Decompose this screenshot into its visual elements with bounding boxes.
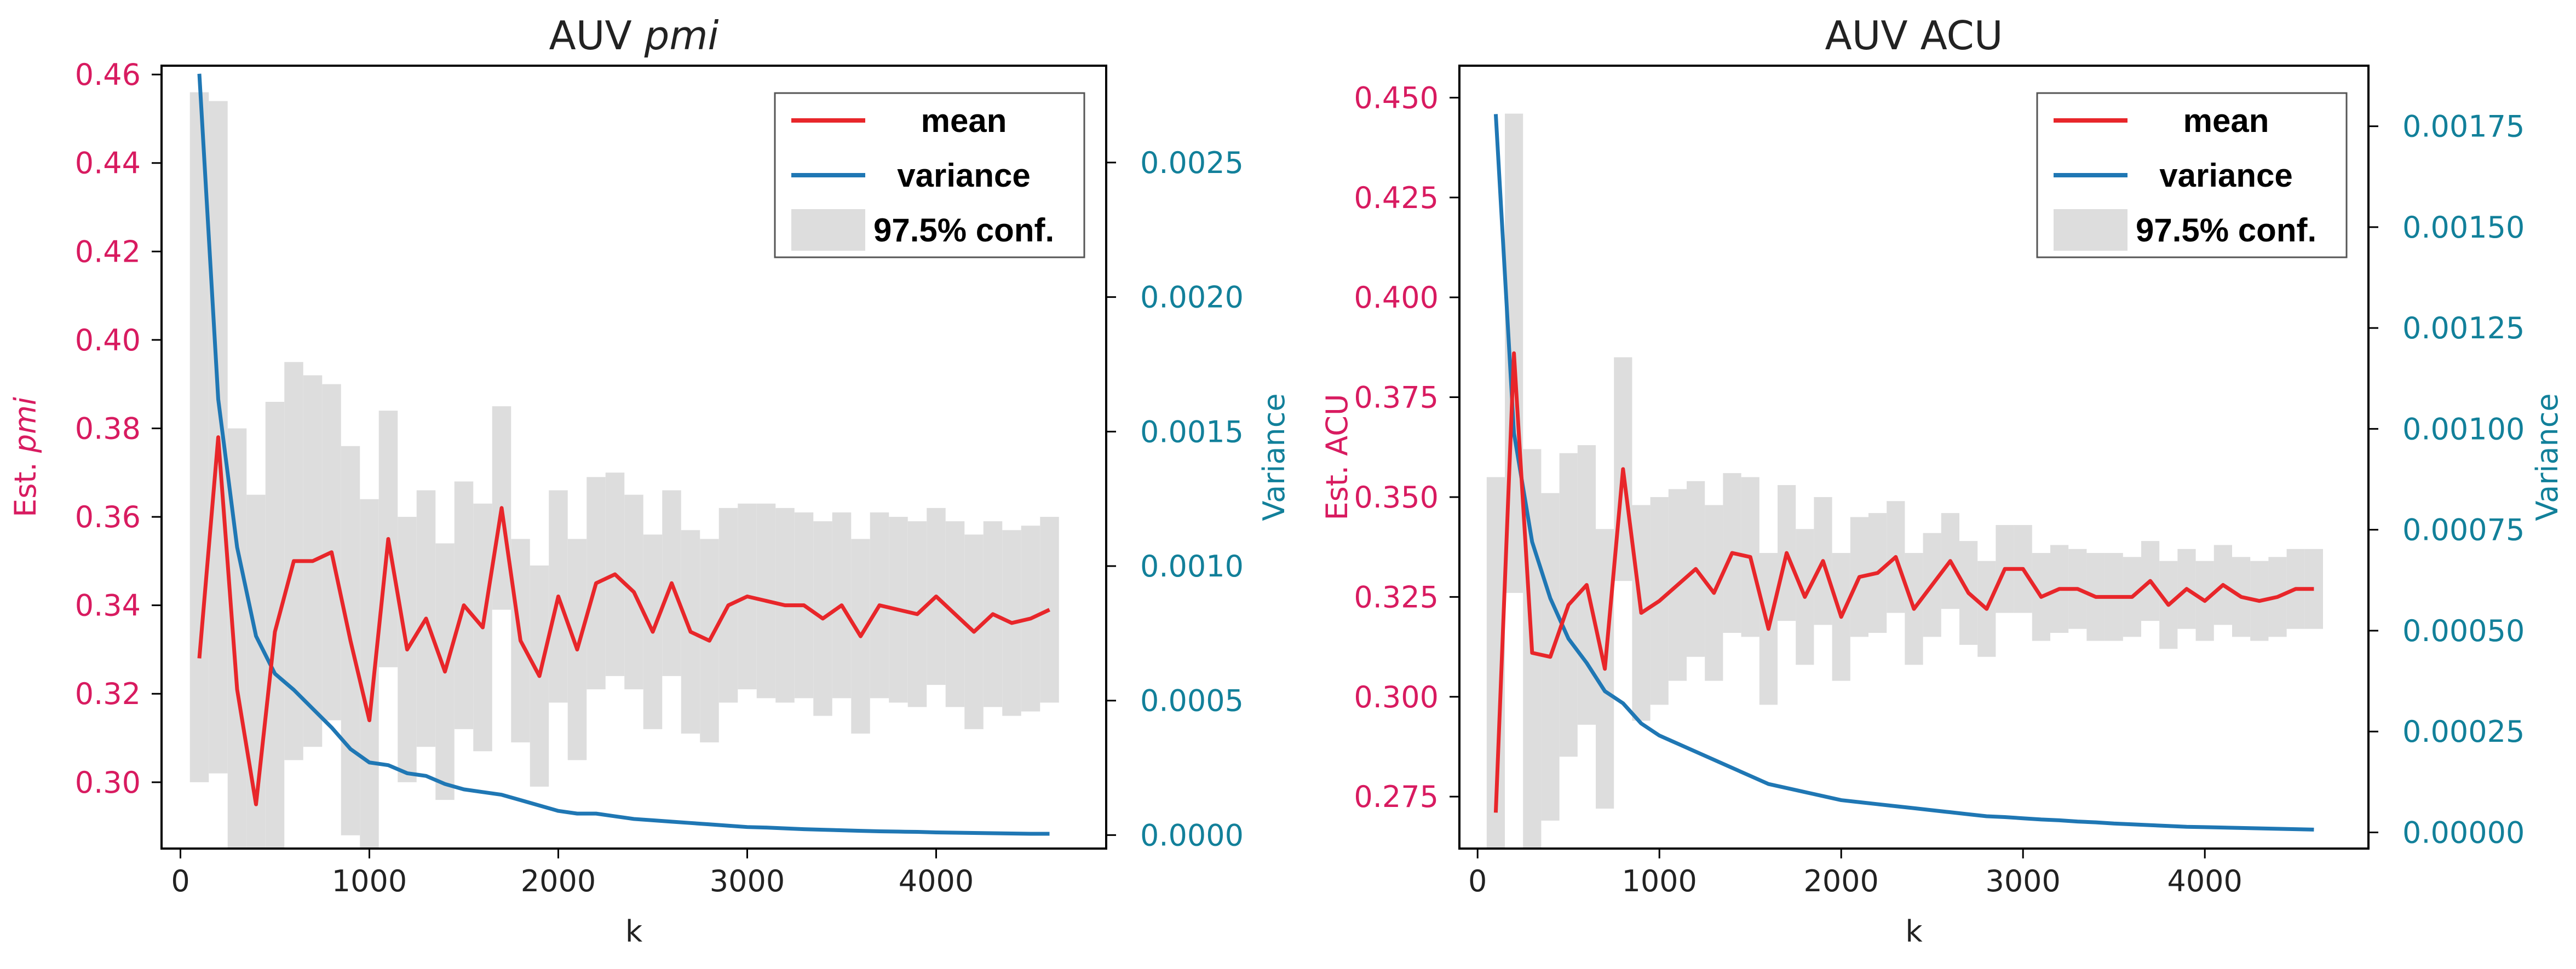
legend-label-mean: mean bbox=[2183, 102, 2269, 139]
variance-line bbox=[197, 73, 1050, 836]
y-left-tick-label: 0.32 bbox=[75, 677, 141, 711]
x-tick-label: 1000 bbox=[332, 864, 407, 898]
x-tick-label: 4000 bbox=[2167, 864, 2242, 898]
y-left-tick-label: 0.38 bbox=[75, 411, 141, 446]
x-axis-label: k bbox=[1905, 914, 1923, 949]
y-right-axis-label: Variance bbox=[1257, 393, 1291, 521]
y-left-tick-label: 0.350 bbox=[1354, 480, 1439, 515]
y-right-tick-label: 0.0020 bbox=[1140, 280, 1244, 315]
legend-swatch-band bbox=[2054, 209, 2128, 251]
y-right-tick-label: 0.0005 bbox=[1140, 684, 1244, 718]
y-left-tick-label: 0.46 bbox=[75, 57, 141, 92]
y-left-tick-label: 0.300 bbox=[1354, 680, 1439, 714]
y-right-tick-label: 0.00000 bbox=[2402, 816, 2525, 850]
y-right-tick-label: 0.00150 bbox=[2402, 210, 2525, 245]
y-left-tick-label: 0.375 bbox=[1354, 380, 1439, 415]
plot-frame bbox=[1458, 65, 2370, 850]
y-right-tick-label: 0.0015 bbox=[1140, 414, 1244, 449]
x-tick-label: 2000 bbox=[1803, 864, 1878, 898]
y-left-tick-label: 0.450 bbox=[1354, 80, 1439, 115]
y-right-tick-label: 0.00050 bbox=[2402, 614, 2525, 648]
legend-label-variance: variance bbox=[2159, 157, 2293, 194]
chart-title-part: pmi bbox=[644, 13, 719, 59]
plot-frame bbox=[160, 65, 1107, 850]
y-left-tick-label: 0.400 bbox=[1354, 280, 1439, 315]
legend: mean variance 97.5% conf. bbox=[774, 92, 1085, 258]
y-left-axis-label: Est. pmi bbox=[8, 397, 43, 517]
y-left-tick-label: 0.325 bbox=[1354, 580, 1439, 614]
legend-swatch-band bbox=[791, 209, 865, 251]
y-left-axis-label: Est. ACU bbox=[1320, 394, 1354, 521]
legend-label-mean: mean bbox=[921, 102, 1007, 139]
chart-title-part: AUV bbox=[549, 13, 645, 59]
x-tick-label: 2000 bbox=[521, 864, 596, 898]
y-left-axis-label-part: pmi bbox=[8, 397, 43, 453]
mean-line bbox=[1493, 351, 2314, 813]
y-right-tick-label: 0.00100 bbox=[2402, 412, 2525, 446]
y-right-tick-label: 0.00125 bbox=[2402, 311, 2525, 345]
chart-title-part: AUV ACU bbox=[1825, 13, 2003, 59]
x-axis-label: k bbox=[625, 914, 643, 949]
x-tick-label: 3000 bbox=[1985, 864, 2060, 898]
x-tick-label: 3000 bbox=[710, 864, 785, 898]
chart-panel-2: 0 1000 2000 3000 4000 k 0.275 0.300 0.325 0.350 0.… bbox=[1320, 13, 2565, 949]
y-right-axis-label: Variance bbox=[2530, 393, 2565, 521]
confidence-band bbox=[189, 92, 1059, 849]
y-right-tick-label: 0.00025 bbox=[2402, 714, 2525, 749]
y-right-tick-label: 0.00175 bbox=[2402, 109, 2525, 144]
y-right-tick-label: 0.00075 bbox=[2402, 513, 2525, 547]
mean-line bbox=[197, 435, 1050, 806]
legend-label-variance: variance bbox=[897, 157, 1031, 194]
y-left-tick-label: 0.42 bbox=[75, 234, 141, 269]
legend-label-band: 97.5% conf. bbox=[873, 212, 1054, 249]
y-left-tick-label: 0.275 bbox=[1354, 780, 1439, 814]
y-left-tick-label: 0.34 bbox=[75, 589, 141, 623]
y-left-tick-label: 0.30 bbox=[75, 765, 141, 800]
y-left-axis-label-part: Est. ACU bbox=[1320, 394, 1354, 521]
y-right-tick-label: 0.0010 bbox=[1140, 549, 1244, 584]
y-right-tick-label: 0.0000 bbox=[1140, 818, 1244, 852]
x-tick-label: 0 bbox=[1468, 864, 1487, 898]
x-tick-label: 0 bbox=[171, 864, 189, 898]
legend: mean variance 97.5% conf. bbox=[2036, 92, 2348, 258]
x-tick-label: 4000 bbox=[899, 864, 974, 898]
y-left-axis-label-part: Est. bbox=[8, 453, 43, 517]
y-left-tick-label: 0.44 bbox=[75, 146, 141, 181]
y-left-tick-label: 0.36 bbox=[75, 500, 141, 534]
chart-panel-1: 0 1000 2000 3000 4000 k 0.30 0.32 0.34 0.36 0.38 0.… bbox=[8, 13, 1291, 949]
legend-label-band: 97.5% conf. bbox=[2136, 212, 2316, 249]
y-left-tick-label: 0.40 bbox=[75, 323, 141, 357]
y-left-tick-label: 0.425 bbox=[1354, 181, 1439, 215]
chart-title: AUV pmi bbox=[549, 13, 719, 59]
chart-title: AUV ACU bbox=[1825, 13, 2003, 59]
variance-line bbox=[1493, 114, 2314, 832]
y-right-tick-label: 0.0025 bbox=[1140, 146, 1244, 180]
x-tick-label: 1000 bbox=[1622, 864, 1697, 898]
